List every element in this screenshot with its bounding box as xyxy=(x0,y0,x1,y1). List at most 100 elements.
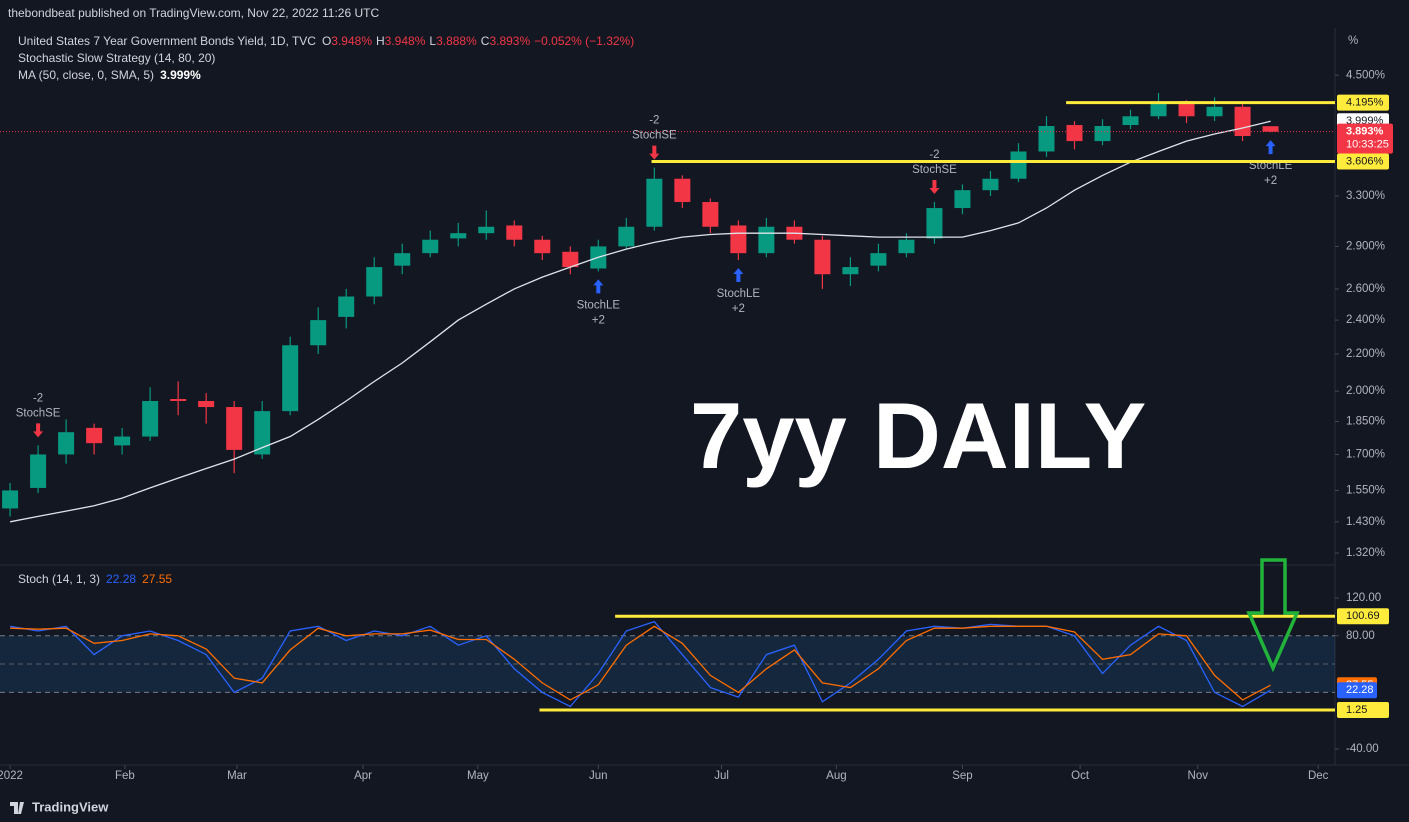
level-tag-label: 4.195% xyxy=(1346,96,1384,108)
candle-body xyxy=(758,226,775,254)
ohlc-key: H xyxy=(376,34,385,48)
annotation-arrow xyxy=(1246,558,1300,673)
candle-body xyxy=(870,253,887,266)
signal-qty: -2 xyxy=(649,115,659,127)
published-line: thebondbeat published on TradingView.com… xyxy=(8,6,379,20)
candle-body xyxy=(1038,126,1055,152)
y-tick-label: 1.850% xyxy=(1346,416,1385,428)
candle-body xyxy=(310,320,327,346)
candle-body xyxy=(254,411,271,455)
x-tick-label: Feb xyxy=(115,770,135,782)
candle-body xyxy=(898,239,915,254)
x-tick-label: Jul xyxy=(714,770,729,782)
candle-body xyxy=(982,178,999,191)
ohlc-value: 3.948% xyxy=(331,34,372,48)
ohlc-value: 3.948% xyxy=(385,34,426,48)
ohlc-key: L xyxy=(429,34,436,48)
candle-body xyxy=(394,253,411,266)
candle-body xyxy=(814,239,831,275)
line-series xyxy=(9,620,1271,708)
candle-body xyxy=(30,454,47,488)
level-tag xyxy=(1337,153,1389,170)
signal-arrow xyxy=(33,423,44,438)
ohlc-key: O xyxy=(322,34,331,48)
candle-body xyxy=(954,190,971,209)
signal-name: StochLE xyxy=(577,299,621,311)
candle-body xyxy=(1066,125,1083,142)
y-tick-label: 2.600% xyxy=(1346,283,1385,295)
x-tick-label: 2022 xyxy=(0,770,23,782)
candle-body xyxy=(478,226,495,234)
y-tick-label: 1.320% xyxy=(1346,547,1385,559)
candle-body xyxy=(170,399,187,402)
series-tag xyxy=(1337,682,1377,699)
line-series xyxy=(9,120,1271,523)
series-tag-label: 22.28 xyxy=(1346,684,1374,696)
candle-body xyxy=(842,267,859,275)
signal-name: StochSE xyxy=(16,407,61,419)
signal-name: StochSE xyxy=(632,130,677,142)
y-tick-label: 3.300% xyxy=(1346,190,1385,202)
x-tick-label: Sep xyxy=(952,770,972,782)
signal-name: StochSE xyxy=(912,164,957,176)
x-tick-label: Apr xyxy=(354,770,372,782)
candle-body xyxy=(1010,151,1027,179)
signal-qty: -2 xyxy=(33,392,43,404)
price-tag xyxy=(1337,123,1393,154)
ohlc-value: 3.893% xyxy=(489,34,530,48)
signal-arrow xyxy=(649,145,660,160)
candle-body xyxy=(86,427,103,444)
stoch-legend: Stoch (14, 1, 3) 22.28 27.55 xyxy=(18,572,172,586)
overlay-title: 7yy DAILY xyxy=(690,383,1146,488)
x-tick-label: May xyxy=(467,770,489,782)
signal-name: StochLE xyxy=(717,288,761,300)
signal-qty: +2 xyxy=(732,303,745,315)
candle-body xyxy=(730,225,747,254)
x-tick-label: Aug xyxy=(826,770,846,782)
unit-label: % xyxy=(1348,35,1358,47)
x-tick-label: Mar xyxy=(227,770,247,782)
level-tag xyxy=(1337,94,1389,111)
y-tick-label: 2.900% xyxy=(1346,240,1385,252)
candle-body xyxy=(1150,102,1167,117)
candle-body xyxy=(1178,101,1195,117)
level-tag-label: 3.606% xyxy=(1346,155,1384,167)
level-tag xyxy=(1337,702,1389,719)
y-tick-label: 1.700% xyxy=(1346,448,1385,460)
signal-arrow xyxy=(593,279,604,294)
symbol-title: United States 7 Year Government Bonds Yi… xyxy=(18,34,316,48)
candle-body xyxy=(198,401,215,408)
x-tick-label: Jun xyxy=(589,770,608,782)
signal-qty: +2 xyxy=(1264,175,1277,187)
y-tick-label: 4.500% xyxy=(1346,69,1385,81)
countdown: 10:33:25 xyxy=(1346,139,1389,151)
y-tick-label: 2.400% xyxy=(1346,314,1385,326)
x-tick-label: Dec xyxy=(1308,770,1329,782)
candle-body xyxy=(366,267,383,297)
candle-body xyxy=(506,225,523,240)
candle-body xyxy=(1206,106,1223,117)
y-tick-label: -40.00 xyxy=(1346,743,1379,755)
signal-arrow xyxy=(1265,140,1276,155)
stoch-k-value: 22.28 xyxy=(106,572,136,586)
plot-area: 2022 Feb Mar Apr May Jun Jul Aug Sep Oct Nov Dec 1.3… xyxy=(0,69,1393,782)
candle-body xyxy=(2,490,19,509)
change: −0.052% (−1.32%) xyxy=(534,34,634,48)
signal-qty: -2 xyxy=(929,149,939,161)
y-tick-label: 120.00 xyxy=(1346,592,1381,604)
candle-body xyxy=(58,432,75,455)
footer-logo: TradingView xyxy=(10,799,109,814)
signal-arrow xyxy=(929,180,940,195)
candle-body xyxy=(618,226,635,247)
x-tick-label: Oct xyxy=(1071,770,1090,782)
legend-main: United States 7 Year Government Bonds Yi… xyxy=(18,34,634,48)
candle-body xyxy=(142,401,159,437)
candle-body xyxy=(282,345,299,412)
candle-body xyxy=(422,239,439,254)
ohlc-key: C xyxy=(481,34,490,48)
signal-name: StochLE xyxy=(1249,160,1293,172)
candle-body xyxy=(1262,126,1279,132)
stoch-d-value: 27.55 xyxy=(142,572,172,586)
level-tag-label: 1.25 xyxy=(1346,704,1367,716)
y-tick-label: 80.00 xyxy=(1346,630,1375,642)
